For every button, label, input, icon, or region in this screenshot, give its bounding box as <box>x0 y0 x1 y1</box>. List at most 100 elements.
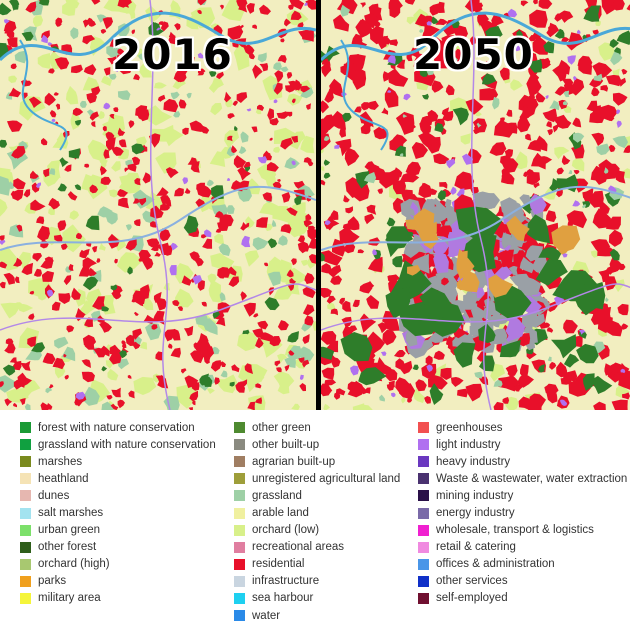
legend-label: offices & administration <box>436 558 555 571</box>
legend-swatch <box>20 422 31 434</box>
legend-item-arable-land: arable land <box>234 504 400 521</box>
legend-label: unregistered agricultural land <box>252 472 401 485</box>
legend-label: residential <box>252 558 305 571</box>
legend-swatch <box>234 439 245 451</box>
legend-label: dunes <box>38 489 70 502</box>
legend-swatch <box>234 610 245 622</box>
legend-swatch <box>234 422 245 434</box>
legend-item-waste-wastewater-water-extraction: Waste & wastewater, water extraction <box>418 470 627 487</box>
legend-item-greenhouses: greenhouses <box>418 419 627 436</box>
legend-column-3: greenhouses light industry heavy industry W… <box>418 419 627 607</box>
legend-item-energy-industry: energy industry <box>418 504 627 521</box>
legend-label: Waste & wastewater, water extraction <box>436 472 628 485</box>
legend-item-other-green: other green <box>234 419 400 436</box>
legend-swatch <box>20 456 31 468</box>
legend-column-2: other green other built-up agrarian built-… <box>234 419 400 624</box>
legend-item-grassland-with-nature-conservation: grassland with nature conservation <box>20 436 216 453</box>
map-comparison: 2016 2050 <box>0 0 630 410</box>
legend-swatch <box>20 524 31 536</box>
legend-swatch <box>20 490 31 502</box>
legend-item-self-employed: self-employed <box>418 590 627 607</box>
legend-swatch <box>418 524 429 536</box>
legend-label: other green <box>252 421 311 434</box>
legend-swatch <box>234 490 245 502</box>
legend-swatch <box>20 541 31 553</box>
legend-item-light-industry: light industry <box>418 436 627 453</box>
legend-swatch <box>234 575 245 587</box>
legend-item-offices-administration: offices & administration <box>418 556 627 573</box>
legend-label: wholesale, transport & logistics <box>436 524 594 537</box>
legend-label: orchard (low) <box>252 524 320 537</box>
legend-item-water: water <box>234 607 400 624</box>
legend-swatch <box>234 507 245 519</box>
legend-label: energy industry <box>436 507 515 520</box>
year-label-2016: 2016 <box>112 30 233 79</box>
legend-label: grassland with nature conservation <box>38 438 216 451</box>
legend-swatch <box>20 507 31 519</box>
legend-label: heavy industry <box>436 455 511 468</box>
legend-item-mining-industry: mining industry <box>418 487 627 504</box>
legend-swatch <box>20 473 31 485</box>
legend-item-agrarian-built-up: agrarian built-up <box>234 453 400 470</box>
legend-swatch <box>418 558 429 570</box>
legend-swatch <box>418 473 429 485</box>
legend-label: heathland <box>38 472 89 485</box>
legend-label: other services <box>436 575 508 588</box>
legend-swatch <box>234 473 245 485</box>
legend-swatch <box>234 456 245 468</box>
map-2016: 2016 <box>0 0 316 410</box>
legend-item-infrastructure: infrastructure <box>234 573 400 590</box>
legend-label: mining industry <box>436 489 514 502</box>
map-2016-canvas <box>0 0 316 410</box>
legend-column-1: forest with nature conservation grassland… <box>20 419 216 607</box>
legend-swatch <box>418 490 429 502</box>
legend-label: other forest <box>38 541 97 554</box>
legend-item-other-built-up: other built-up <box>234 436 400 453</box>
legend-label: parks <box>38 575 67 588</box>
legend-item-other-forest: other forest <box>20 539 216 556</box>
legend-item-wholesale-transport-logistics: wholesale, transport & logistics <box>418 522 627 539</box>
legend-item-urban-green: urban green <box>20 522 216 539</box>
legend-label: grassland <box>252 489 302 502</box>
legend-label: infrastructure <box>252 575 320 588</box>
land-use-legend: forest with nature conservation grassland… <box>0 410 630 635</box>
legend-item-heavy-industry: heavy industry <box>418 453 627 470</box>
legend-label: marshes <box>38 455 83 468</box>
legend-item-military-area: military area <box>20 590 216 607</box>
legend-swatch <box>418 456 429 468</box>
legend-swatch <box>234 541 245 553</box>
legend-label: water <box>252 609 281 622</box>
legend-label: military area <box>38 592 101 605</box>
legend-item-heathland: heathland <box>20 470 216 487</box>
legend-swatch <box>418 507 429 519</box>
legend-item-recreational-areas: recreational areas <box>234 539 400 556</box>
legend-swatch <box>418 575 429 587</box>
legend-swatch <box>418 541 429 553</box>
legend-item-grassland: grassland <box>234 487 400 504</box>
legend-item-sea-harbour: sea harbour <box>234 590 400 607</box>
legend-label: agrarian built-up <box>252 455 336 468</box>
legend-swatch <box>20 558 31 570</box>
legend-item-retail-catering: retail & catering <box>418 539 627 556</box>
legend-item-unregistered-agricultural-land: unregistered agricultural land <box>234 470 400 487</box>
legend-swatch <box>418 422 429 434</box>
legend-item-residential: residential <box>234 556 400 573</box>
map-2050: 2050 <box>321 0 630 410</box>
legend-item-parks: parks <box>20 573 216 590</box>
legend-label: recreational areas <box>252 541 345 554</box>
legend-swatch <box>234 524 245 536</box>
legend-label: forest with nature conservation <box>38 421 195 434</box>
legend-label: urban green <box>38 524 101 537</box>
legend-label: arable land <box>252 507 309 520</box>
legend-swatch <box>20 592 31 604</box>
legend-item-marshes: marshes <box>20 453 216 470</box>
legend-item-orchard-low: orchard (low) <box>234 522 400 539</box>
legend-item-other-services: other services <box>418 573 627 590</box>
legend-item-dunes: dunes <box>20 487 216 504</box>
legend-item-orchard-high: orchard (high) <box>20 556 216 573</box>
legend-label: salt marshes <box>38 507 104 520</box>
legend-label: self-employed <box>436 592 508 605</box>
legend-swatch <box>20 439 31 451</box>
legend-label: other built-up <box>252 438 320 451</box>
legend-swatch <box>20 575 31 587</box>
